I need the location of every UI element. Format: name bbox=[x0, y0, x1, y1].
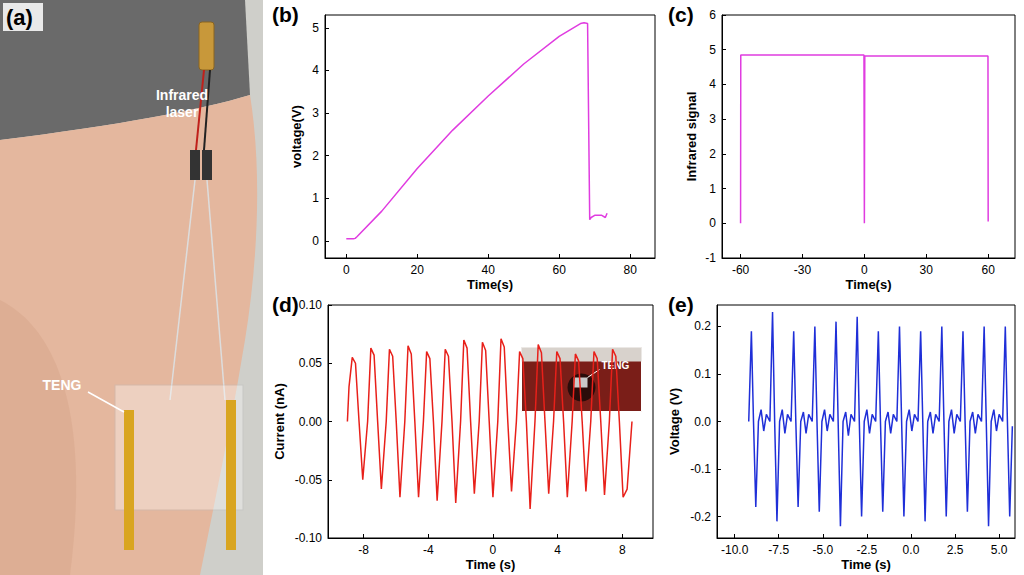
svg-text:(a): (a) bbox=[6, 5, 33, 30]
svg-text:(e): (e) bbox=[668, 293, 694, 316]
svg-text:1: 1 bbox=[312, 191, 319, 205]
svg-text:0.2: 0.2 bbox=[694, 319, 711, 333]
svg-text:0: 0 bbox=[312, 234, 319, 248]
svg-text:Current (nA): Current (nA) bbox=[272, 383, 287, 460]
svg-text:Voltage (V): Voltage (V) bbox=[667, 388, 682, 455]
svg-text:(b): (b) bbox=[272, 3, 299, 26]
svg-text:1: 1 bbox=[709, 182, 716, 196]
svg-text:0.00: 0.00 bbox=[299, 415, 323, 429]
svg-text:-5.0: -5.0 bbox=[812, 543, 833, 557]
svg-text:0.0: 0.0 bbox=[694, 415, 711, 429]
svg-text:2: 2 bbox=[709, 147, 716, 161]
svg-text:-10.0: -10.0 bbox=[721, 543, 749, 557]
svg-text:30: 30 bbox=[920, 263, 934, 277]
svg-text:-30: -30 bbox=[794, 263, 812, 277]
svg-text:Time (s): Time (s) bbox=[841, 557, 891, 572]
svg-text:0.1: 0.1 bbox=[694, 367, 711, 381]
svg-text:-0.1: -0.1 bbox=[690, 462, 711, 476]
svg-text:0: 0 bbox=[490, 543, 497, 557]
svg-text:5: 5 bbox=[709, 43, 716, 57]
svg-text:2: 2 bbox=[312, 149, 319, 163]
svg-text:3: 3 bbox=[312, 106, 319, 120]
svg-text:60: 60 bbox=[553, 263, 567, 277]
svg-text:3: 3 bbox=[709, 112, 716, 126]
svg-text:-7.5: -7.5 bbox=[768, 543, 789, 557]
svg-text:0.0: 0.0 bbox=[903, 543, 920, 557]
svg-text:TENG: TENG bbox=[43, 377, 82, 393]
svg-text:-0.2: -0.2 bbox=[690, 510, 711, 524]
svg-text:Time(s): Time(s) bbox=[467, 277, 513, 292]
svg-text:5.0: 5.0 bbox=[991, 543, 1008, 557]
svg-text:(d): (d) bbox=[272, 293, 299, 316]
svg-text:TENG: TENG bbox=[601, 360, 630, 371]
svg-text:5: 5 bbox=[312, 21, 319, 35]
svg-text:Infrared: Infrared bbox=[156, 87, 208, 103]
svg-text:0: 0 bbox=[709, 216, 716, 230]
svg-text:0: 0 bbox=[343, 263, 350, 277]
svg-text:8: 8 bbox=[619, 543, 626, 557]
svg-text:laser: laser bbox=[166, 104, 199, 120]
svg-text:40: 40 bbox=[482, 263, 496, 277]
svg-text:-0.05: -0.05 bbox=[295, 473, 323, 487]
svg-text:-0.10: -0.10 bbox=[295, 531, 323, 545]
svg-text:Time (s): Time (s) bbox=[466, 557, 516, 572]
svg-text:-1: -1 bbox=[705, 251, 716, 265]
svg-text:-8: -8 bbox=[358, 543, 369, 557]
svg-text:60: 60 bbox=[981, 263, 995, 277]
svg-text:0.05: 0.05 bbox=[299, 356, 323, 370]
svg-text:0.10: 0.10 bbox=[299, 298, 323, 312]
svg-text:4: 4 bbox=[312, 63, 319, 77]
svg-text:Time(s): Time(s) bbox=[846, 277, 892, 292]
svg-text:(c): (c) bbox=[668, 3, 694, 26]
svg-text:2.5: 2.5 bbox=[947, 543, 964, 557]
svg-text:-2.5: -2.5 bbox=[857, 543, 878, 557]
svg-text:4: 4 bbox=[554, 543, 561, 557]
svg-text:20: 20 bbox=[411, 263, 425, 277]
svg-text:0: 0 bbox=[861, 263, 868, 277]
svg-text:voltage(V): voltage(V) bbox=[289, 105, 304, 168]
svg-text:-60: -60 bbox=[732, 263, 750, 277]
svg-text:4: 4 bbox=[709, 77, 716, 91]
svg-text:-4: -4 bbox=[423, 543, 434, 557]
svg-text:Infrared signal: Infrared signal bbox=[684, 92, 699, 182]
svg-text:80: 80 bbox=[623, 263, 637, 277]
svg-text:6: 6 bbox=[709, 8, 716, 22]
